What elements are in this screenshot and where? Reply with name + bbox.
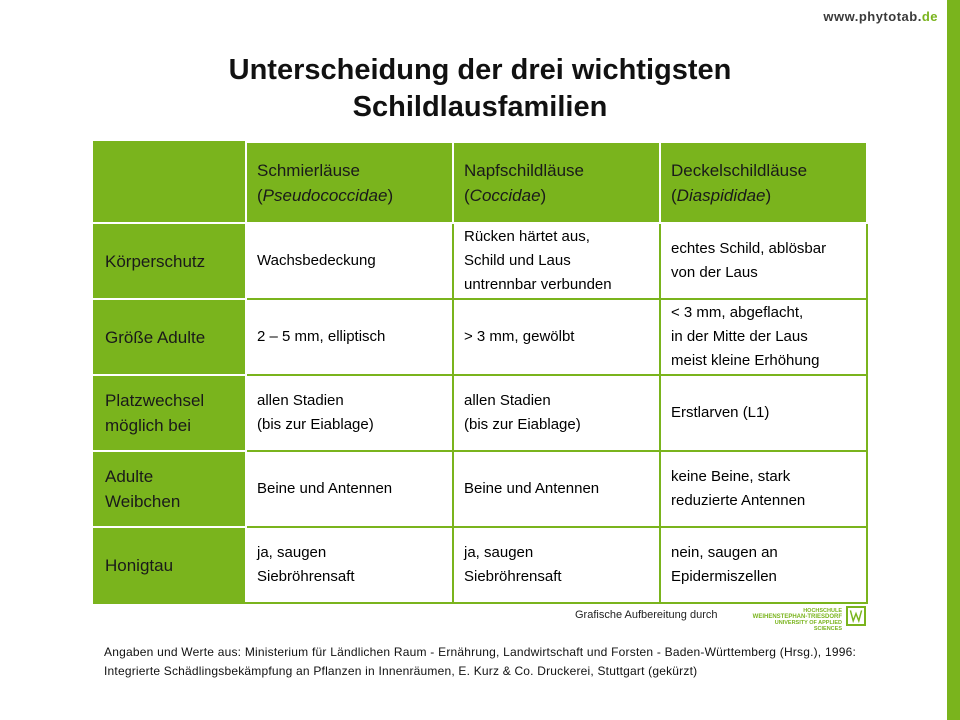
- row-label-line: Weibchen: [105, 492, 181, 511]
- table-cell-line: allen Stadien: [257, 392, 344, 409]
- table-cell-line: (bis zur Eiablage): [257, 416, 374, 433]
- source-note: Angaben und Werte aus: Ministerium für L…: [104, 645, 856, 678]
- table-cell: Erstlarven (L1): [659, 374, 868, 452]
- graphic-credit: Grafische Aufbereitung durch: [575, 609, 718, 621]
- table-row: Honigtau ja, saugen Siebröhrensaft ja, saug…: [93, 526, 868, 604]
- table-cell-line: ja, saugen: [464, 544, 534, 561]
- table-cell-line: meist kleine Erhöhung: [671, 352, 820, 369]
- table-cell: 2 – 5 mm, elliptisch: [245, 298, 454, 376]
- table-cell: Rücken härtet aus, Schild und Laus untrenn…: [452, 222, 661, 300]
- table-cell-line: allen Stadien: [464, 392, 551, 409]
- row-label-line: Platzwechsel: [105, 391, 205, 410]
- column-header-latin: (Coccidae): [464, 185, 547, 205]
- column-header-latin-name: Diaspididae: [676, 185, 766, 205]
- table-cell-line: Erstlarven (L1): [671, 404, 770, 421]
- row-label-line: Größe Adulte: [105, 327, 206, 347]
- table-cell: Wachsbedeckung: [245, 222, 454, 300]
- table-cell: < 3 mm, abgeflacht, in der Mitte der Laus…: [659, 298, 868, 376]
- column-header-name: Schmierläuse: [257, 160, 360, 180]
- table-cell: keine Beine, stark reduzierte Antennen: [659, 450, 868, 528]
- table-row: Platzwechsel möglich bei allen Stadien (bis…: [93, 374, 868, 452]
- logo-line-2: WEIHENSTEPHAN-TRIESDORF: [752, 614, 842, 620]
- table-cell-line: Beine und Antennen: [257, 480, 393, 497]
- row-label-line: Körperschutz: [105, 251, 206, 271]
- table-corner-cell: [93, 141, 247, 224]
- table-cell-line: keine Beine, stark: [671, 468, 791, 485]
- table-header-row: Schmierläuse (Pseudococcidae) Napfschildlä…: [93, 141, 868, 224]
- column-header: Schmierläuse (Pseudococcidae): [245, 141, 454, 224]
- row-label: Platzwechsel möglich bei: [93, 374, 247, 452]
- logo-line-1: HOCHSCHULE: [803, 608, 842, 614]
- page-title-line2: Schildlausfamilien: [352, 91, 608, 123]
- table-cell-line: in der Mitte der Laus: [671, 328, 808, 345]
- table-cell-line: Beine und Antennen: [464, 480, 600, 497]
- page-title-line1: Unterscheidung der drei wichtigsten: [228, 54, 732, 86]
- table-cell: allen Stadien (bis zur Eiablage): [452, 374, 661, 452]
- table-cell-line: reduzierte Antennen: [671, 492, 806, 509]
- table-cell-line: ja, saugen: [257, 544, 327, 561]
- table-cell-line: untrennbar verbunden: [464, 276, 612, 293]
- logo-mark-icon: [846, 606, 866, 626]
- table-cell: > 3 mm, gewölbt: [452, 298, 661, 376]
- table-cell: Beine und Antennen: [452, 450, 661, 528]
- table-cell-line: Schild und Laus: [464, 252, 571, 269]
- column-header-name: Deckelschildläuse: [671, 160, 808, 180]
- table-cell-line: Siebröhrensaft: [257, 568, 355, 585]
- site-url-tld: de: [921, 9, 938, 24]
- accent-side-bar: [947, 0, 960, 720]
- table-cell: allen Stadien (bis zur Eiablage): [245, 374, 454, 452]
- column-header-latin: (Diaspididae): [671, 185, 772, 205]
- table-row: Körperschutz Wachsbedeckung Rücken härtet …: [93, 222, 868, 300]
- table-cell-line: echtes Schild, ablösbar: [671, 240, 827, 257]
- table-cell-line: von der Laus: [671, 264, 758, 281]
- table-cell-line: nein, saugen an: [671, 544, 778, 561]
- row-label-line: möglich bei: [105, 416, 191, 435]
- row-label: Honigtau: [93, 526, 247, 604]
- column-header-latin-name: Pseudococcidae: [262, 185, 388, 205]
- column-header: Deckelschildläuse (Diaspididae): [659, 141, 868, 224]
- table-cell-line: Rücken härtet aus,: [464, 228, 590, 245]
- table-cell-line: > 3 mm, gewölbt: [464, 328, 575, 345]
- table-cell-line: < 3 mm, abgeflacht,: [671, 304, 804, 321]
- column-header: Napfschildläuse (Coccidae): [452, 141, 661, 224]
- site-url-main: www.phytotab.: [823, 9, 922, 24]
- table-cell: nein, saugen an Epidermiszellen: [659, 526, 868, 604]
- site-url[interactable]: www.phytotab.de: [823, 9, 938, 24]
- row-label: Körperschutz: [93, 222, 247, 300]
- page-title: Unterscheidung der drei wichtigsten Schi…: [0, 52, 960, 126]
- column-header-latin: (Pseudococcidae): [257, 185, 394, 205]
- row-label: Adulte Weibchen: [93, 450, 247, 528]
- table-cell-line: (bis zur Eiablage): [464, 416, 581, 433]
- row-label: Größe Adulte: [93, 298, 247, 376]
- row-label-line: Adulte: [105, 467, 154, 486]
- table-cell-line: Wachsbedeckung: [257, 252, 376, 269]
- column-header-name: Napfschildläuse: [464, 160, 585, 180]
- table-row: Adulte Weibchen Beine und Antennen Beine un…: [93, 450, 868, 528]
- row-label-line: Honigtau: [105, 555, 174, 575]
- comparison-table: Schmierläuse (Pseudococcidae) Napfschildlä…: [93, 141, 868, 604]
- table-cell: echtes Schild, ablösbar von der Laus: [659, 222, 868, 300]
- logo-text: HOCHSCHULE WEIHENSTEPHAN-TRIESDORF UNIVE…: [750, 608, 842, 632]
- table-row: Größe Adulte 2 – 5 mm, elliptisch > 3 mm, …: [93, 298, 868, 376]
- table-cell: ja, saugen Siebröhrensaft: [245, 526, 454, 604]
- table-cell-line: 2 – 5 mm, elliptisch: [257, 328, 386, 345]
- table-cell: ja, saugen Siebröhrensaft: [452, 526, 661, 604]
- column-header-latin-name: Coccidae: [469, 185, 541, 205]
- table-cell-line: Siebröhrensaft: [464, 568, 562, 585]
- logo-line-3: UNIVERSITY OF APPLIED SCIENCES: [774, 620, 842, 632]
- university-logo: HOCHSCHULE WEIHENSTEPHAN-TRIESDORF UNIVE…: [750, 606, 868, 632]
- table-cell: Beine und Antennen: [245, 450, 454, 528]
- table-cell-line: Epidermiszellen: [671, 568, 777, 585]
